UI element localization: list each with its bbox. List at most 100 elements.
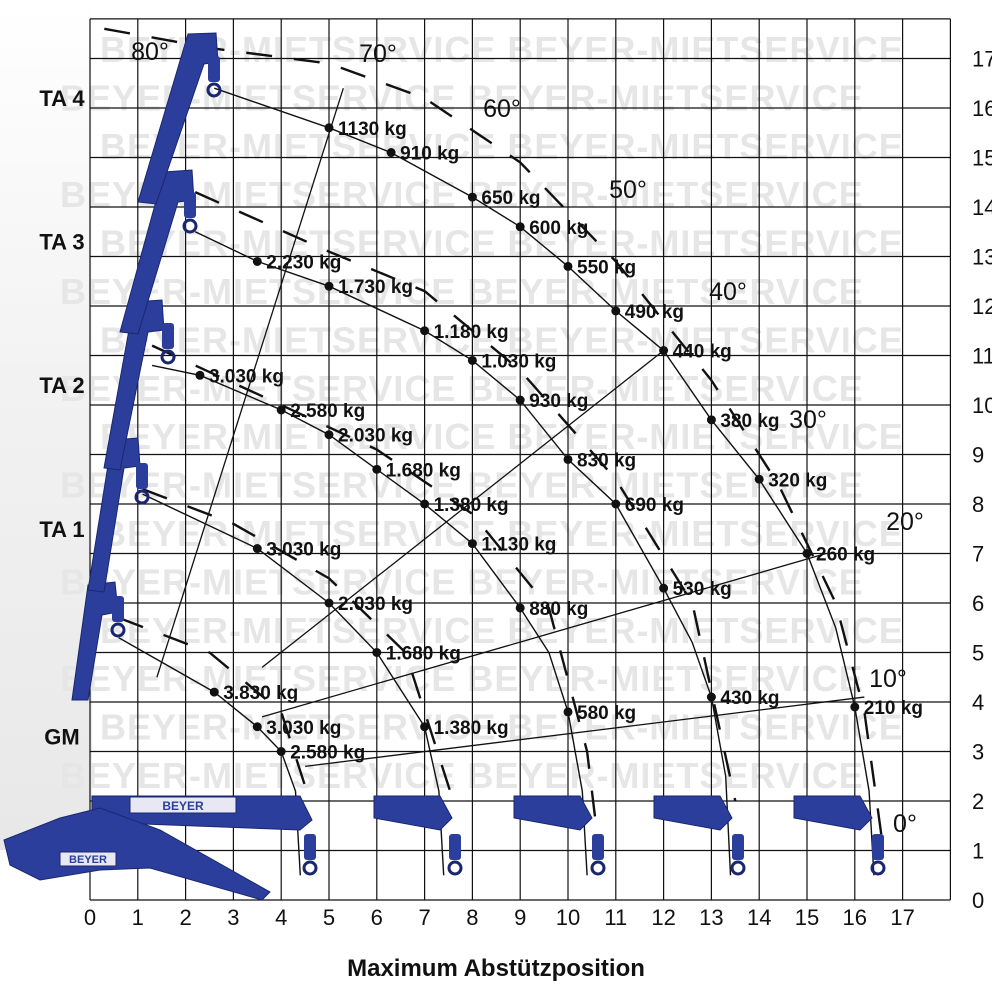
x-tick-label: 17 — [890, 905, 914, 930]
hook-block — [162, 323, 174, 349]
load-point-label: 260 kg — [816, 545, 875, 566]
hook-icon — [182, 218, 198, 234]
load-point-label: 210 kg — [864, 698, 923, 719]
load-point-dot — [324, 598, 334, 608]
load-point-dot — [611, 306, 621, 316]
load-point-label: 380 kg — [720, 411, 779, 432]
brand-label-2: BEYER — [69, 854, 107, 866]
load-point-label: 1.380 kg — [434, 495, 509, 516]
load-point-label: 1.680 kg — [386, 644, 461, 665]
y-tick-label: 15 — [972, 146, 992, 171]
load-point-label: 3.030 kg — [266, 718, 341, 739]
y-tick-label: 3 — [972, 740, 984, 765]
y-tick-label: 8 — [972, 492, 984, 517]
load-point-label: 490 kg — [625, 302, 684, 323]
load-point-label: 1.030 kg — [481, 351, 556, 372]
axis-ticks: 0 1 2 3 4 5 6 7 8 9 10 11 12 13 14 15 16 1701234567891011… — [84, 47, 992, 931]
load-point-label: 2.230 kg — [266, 252, 341, 273]
angle-label: 50° — [609, 176, 647, 204]
watermark-text: BEYER-MIETSERVICE BEYER-MIETSERVICE — [100, 223, 904, 264]
load-point-dot — [276, 747, 286, 756]
section-label: TA 3 — [39, 230, 84, 255]
load-point-dot — [467, 192, 477, 202]
load-point-dot — [386, 148, 396, 158]
watermark-text: BEYER-MIETSERVICE BEYER-MIETSERVICE — [100, 416, 904, 457]
hook-icon — [447, 860, 463, 876]
y-tick-label: 10 — [972, 393, 992, 418]
x-tick-label: 6 — [371, 905, 383, 930]
load-point-label: 320 kg — [768, 470, 827, 491]
dashed-envelope-ta3 — [194, 191, 737, 802]
x-tick-label: 1 — [132, 905, 144, 930]
load-point-dot — [372, 464, 382, 474]
hook-icon — [590, 860, 606, 876]
watermark-text: BEYER-MIETSERVICE BEYER-MIETSERVICE — [60, 271, 864, 312]
load-point-label: 2.030 kg — [338, 426, 413, 447]
angle-label: 60° — [483, 95, 521, 123]
load-point-dot — [324, 123, 334, 133]
load-point-label: 880 kg — [529, 599, 588, 620]
watermark-text: BEYER-MIETSERVICE BEYER-MIETSERVICE — [60, 658, 864, 699]
x-tick-label: 11 — [604, 905, 627, 930]
dashed-envelope-gm — [118, 616, 312, 802]
x-tick-label: 0 — [84, 905, 96, 930]
load-points: 1130 kg 910 kg 650 kg 600 kg 550 kg 490 kg 440… — [195, 119, 923, 764]
load-point-dot — [515, 222, 525, 232]
y-tick-label: 11 — [972, 344, 992, 369]
watermark-text: BEYER-MIETSERVICE BEYER-MIETSERVICE — [100, 610, 904, 651]
hook-block — [449, 834, 461, 860]
load-point-dot — [209, 687, 219, 697]
brand-plate-2 — [59, 851, 117, 867]
boom-head-2 — [653, 795, 733, 831]
load-point-dot — [563, 454, 573, 464]
brand-label: BEYER — [162, 799, 204, 813]
dashed-envelope-ta1 — [142, 487, 455, 802]
hook-icon — [870, 860, 886, 876]
load-point-dot — [420, 499, 430, 509]
load-point-label: 550 kg — [577, 257, 636, 278]
y-tick-label: 14 — [972, 195, 992, 220]
load-point-label: 690 kg — [625, 495, 684, 516]
load-point-label: 910 kg — [400, 144, 459, 165]
x-tick-label: 4 — [275, 905, 287, 930]
x-tick-label: 9 — [514, 905, 526, 930]
load-point-dot — [372, 648, 382, 657]
load-point-label: 3.030 kg — [209, 366, 284, 387]
load-curve-ta2 — [151, 364, 588, 876]
load-point-label: 1.730 kg — [338, 277, 413, 298]
load-point-label: 430 kg — [720, 688, 779, 709]
dashed-envelope-ta2 — [151, 344, 598, 831]
y-tick-label: 12 — [972, 294, 992, 319]
angle-labels: 0° 10° 20° 30° 40° 50° 60° 70° 80° — [131, 38, 924, 838]
load-point-dot — [611, 499, 621, 509]
load-point-dot — [420, 722, 430, 732]
crane-booms: BEYER BEYER — [3, 32, 886, 901]
hook-block — [732, 834, 744, 860]
y-tick-label: 1 — [972, 839, 984, 864]
load-point-dot — [754, 474, 764, 484]
x-tick-label: 5 — [323, 905, 335, 930]
watermark-text: BEYER-MIETSERVICE BEYER-MIETSERVICE — [100, 126, 904, 167]
angle-label: 0° — [893, 810, 917, 838]
load-point-dot — [515, 603, 525, 613]
load-point-dot — [252, 722, 262, 732]
hook-icon — [302, 860, 318, 876]
y-tick-label: 13 — [972, 245, 992, 270]
load-point-label: 3.830 kg — [223, 683, 298, 704]
hook-icon — [134, 489, 150, 505]
angle-label: 10° — [869, 665, 907, 693]
load-point-dot — [252, 544, 262, 554]
x-tick-label: 15 — [795, 905, 819, 930]
angle-label: 20° — [886, 508, 924, 536]
load-point-label: 1.680 kg — [386, 460, 461, 481]
load-point-label: 440 kg — [673, 342, 732, 363]
hook-block — [184, 192, 196, 218]
load-point-label: 600 kg — [529, 218, 588, 239]
load-point-dot — [706, 415, 716, 425]
x-tick-label: 14 — [747, 905, 771, 930]
load-point-label: 830 kg — [577, 450, 636, 471]
brand-plate — [129, 796, 237, 814]
x-tick-label: 16 — [843, 905, 867, 930]
watermark-text: BEYER-MIETSERVICE BEYER-MIETSERVICE — [60, 368, 864, 409]
hook-block — [208, 56, 220, 82]
